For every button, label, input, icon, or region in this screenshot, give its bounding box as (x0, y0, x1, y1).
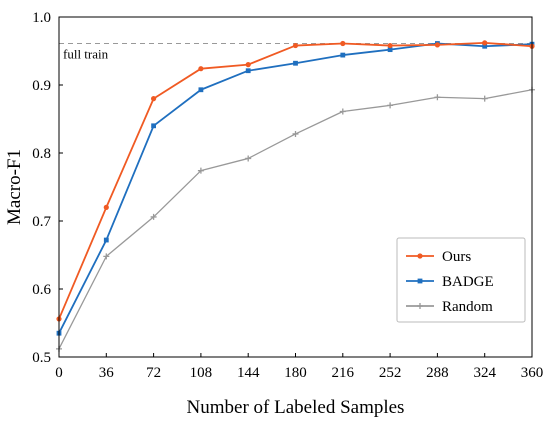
data-point-random (245, 155, 252, 162)
legend-box (396, 237, 526, 323)
series-ours (56, 40, 535, 322)
reference-line-label: full train (63, 47, 109, 62)
data-point-badge (245, 68, 251, 74)
y-tick-label: 0.8 (32, 146, 51, 162)
legend-marker-ours (417, 253, 423, 259)
legend-label-random: Random (442, 299, 493, 315)
x-tick-label: 252 (379, 365, 402, 381)
data-point-badge (103, 237, 109, 243)
data-point-badge (293, 60, 298, 66)
data-point-badge (387, 47, 393, 53)
y-tick-label: 1.0 (32, 10, 51, 26)
axis-ticks: 0 36 72 108 144 180 216 252 288 324 360 0.5 0.6 0.7 0.… (32, 10, 543, 381)
x-tick-label: 0 (55, 365, 63, 381)
x-tick-label: 360 (521, 365, 544, 381)
y-tick-label: 0.5 (32, 350, 51, 366)
y-tick-label: 0.7 (32, 214, 51, 230)
data-point-ours (482, 40, 488, 46)
data-point-ours (387, 42, 393, 49)
x-tick-label: 36 (99, 365, 115, 381)
x-tick-label: 180 (284, 365, 307, 381)
data-point-ours (103, 204, 109, 210)
data-point-random (103, 253, 110, 260)
legend-marker-badge (417, 278, 423, 284)
data-point-badge (340, 52, 346, 58)
legend: Ours BADGE Random (396, 237, 526, 323)
legend-label-ours: Ours (442, 249, 471, 265)
data-point-random (339, 108, 346, 115)
data-point-ours (292, 42, 299, 49)
data-point-ours (151, 96, 157, 102)
data-point-ours (340, 40, 346, 47)
data-point-random (150, 213, 157, 220)
legend-label-badge: BADGE (442, 274, 494, 290)
y-axis-title: Macro-F1 (4, 149, 25, 225)
legend-marker-random (417, 303, 423, 309)
data-point-random (387, 102, 394, 109)
x-tick-label: 324 (473, 365, 496, 381)
x-tick-label: 216 (332, 365, 355, 381)
data-point-ours (198, 66, 204, 72)
x-tick-label: 72 (146, 365, 161, 381)
data-point-random (481, 95, 488, 102)
data-point-ours (434, 42, 440, 48)
data-point-random (197, 167, 204, 174)
data-point-badge (198, 87, 204, 93)
x-tick-label: 108 (190, 365, 213, 381)
data-point-ours (245, 62, 251, 68)
series-group (56, 40, 535, 352)
x-axis-title: Number of Labeled Samples (187, 397, 405, 418)
y-tick-label: 0.9 (32, 78, 51, 94)
data-point-random (434, 94, 441, 101)
x-tick-label: 144 (237, 365, 260, 381)
y-tick-label: 0.6 (32, 282, 51, 298)
x-tick-label: 288 (426, 365, 449, 381)
data-point-badge (482, 43, 488, 49)
data-point-badge (151, 123, 156, 129)
data-point-random (292, 130, 299, 137)
